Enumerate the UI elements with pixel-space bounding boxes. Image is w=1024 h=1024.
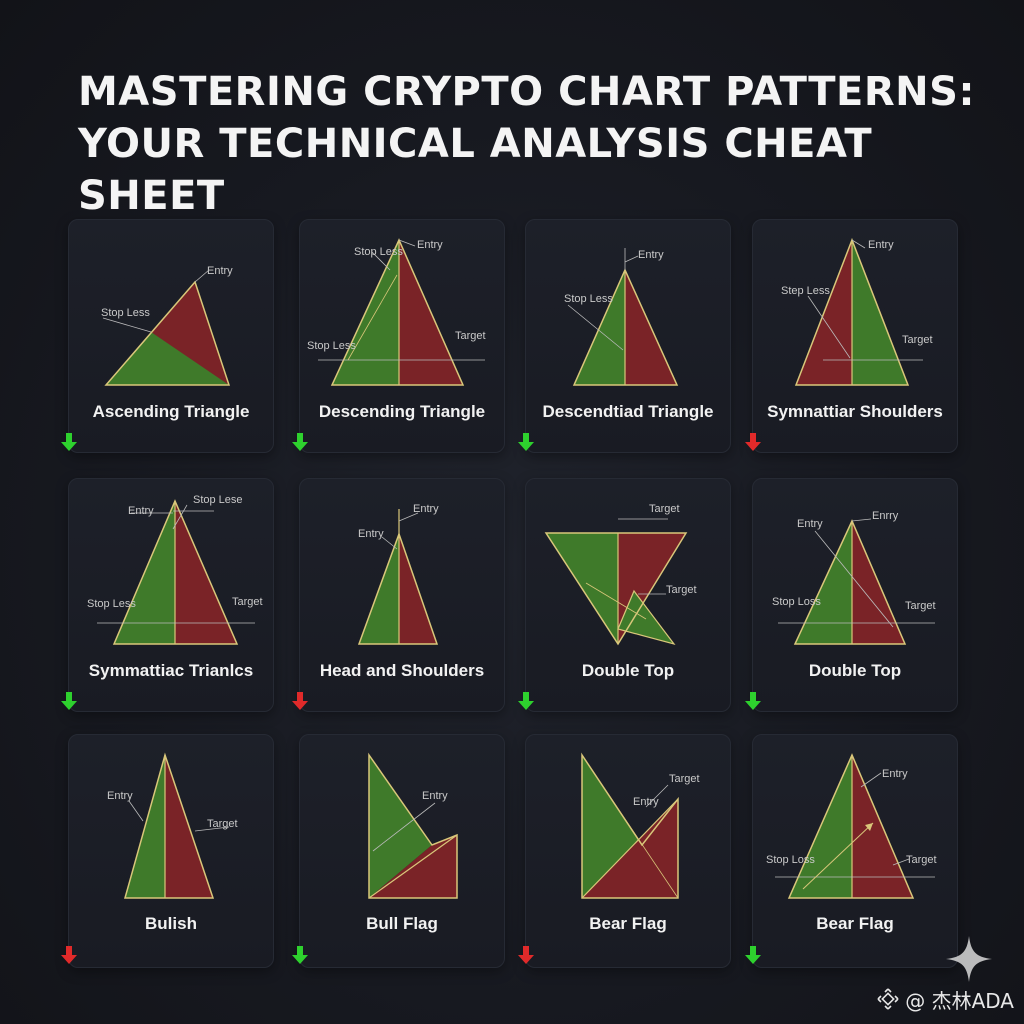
annotation-label: Target: [649, 503, 680, 515]
pattern-label: Bear Flag: [816, 914, 894, 933]
annotation-label: Target: [906, 854, 937, 866]
pattern-label: Bull Flag: [366, 914, 438, 933]
annotation-label: Entry: [107, 790, 133, 802]
pattern-diagram: Entry: [368, 752, 458, 899]
annotation-label: Target: [905, 600, 936, 612]
annotation-label: Entry: [638, 249, 664, 261]
pattern-card-double-top-2[interactable]: Entry Enrry Stop Loss Target Double Top: [745, 478, 958, 712]
annotation-label: Entry: [417, 239, 443, 251]
pattern-card-descending-triangle[interactable]: Stop Less Entry Target Stop Less Descend…: [292, 219, 505, 453]
arrow-down-icon: [61, 433, 77, 451]
arrow-down-icon: [745, 433, 761, 451]
arrow-down-icon: [518, 433, 534, 451]
pattern-card-bull-flag[interactable]: Entry Bull Flag: [292, 734, 505, 968]
annotation-label: Target: [669, 773, 700, 785]
annotation-label: Entry: [422, 790, 448, 802]
annotation-label: Entry: [358, 528, 384, 540]
arrow-down-icon: [61, 946, 77, 964]
pattern-card-symmattiac-trianlcs[interactable]: Stop Lese Entry Stop Less Target Symmatt…: [61, 478, 274, 712]
annotation-label: Stop Less: [87, 598, 136, 610]
annotation-label: Entry: [207, 265, 233, 277]
annotation-label: Target: [666, 584, 697, 596]
arrow-down-icon: [61, 692, 77, 710]
pattern-label: Double Top: [808, 661, 902, 680]
pattern-label: Bulish: [145, 914, 197, 933]
annotation-label: Stop Less: [564, 293, 613, 305]
pattern-diagram: Entry Step Less Target: [781, 237, 933, 386]
pattern-diagram: Stop Less Entry Target Stop Less: [307, 238, 486, 386]
pattern-label: Symmattiac Trianlcs: [88, 661, 254, 680]
arrow-down-icon: [518, 692, 534, 710]
arrow-down-icon: [745, 946, 761, 964]
annotation-label: Stop Loss: [766, 854, 815, 866]
annotation-label: Stop Less: [101, 307, 150, 319]
pattern-diagram: Entry Enrry Stop Loss Target: [772, 510, 936, 645]
pattern-card-bulish[interactable]: Entry Target Bulish: [61, 734, 274, 968]
arrow-down-icon: [518, 946, 534, 964]
annotation-label: Target: [207, 818, 238, 830]
pattern-diagram: Stop Lese Entry Stop Less Target: [87, 494, 263, 645]
annotation-label: Stop Lese: [193, 494, 243, 506]
annotation-label: Step Less: [781, 285, 830, 297]
annotation-label: Stop Loss: [772, 596, 821, 608]
pattern-diagram: Target Target: [544, 503, 697, 646]
annotation-label: Entry: [128, 505, 154, 517]
sparkle-icon: [946, 936, 992, 982]
pattern-card-ascending-triangle[interactable]: Entry Stop Less Ascending Triangle: [61, 219, 274, 453]
pattern-label: Ascending Triangle: [92, 402, 250, 421]
page-title: MASTERING CRYPTO CHART PATTERNS: YOUR TE…: [78, 66, 978, 222]
annotation-label: Stop Less: [354, 246, 403, 258]
annotation-label: Target: [232, 596, 263, 608]
pattern-diagram: Entry Stop Less: [101, 265, 233, 386]
annotation-label: Entry: [868, 239, 894, 251]
annotation-label: Target: [455, 330, 486, 342]
annotation-label: Target: [902, 334, 933, 346]
annotation-label: Entry: [882, 768, 908, 780]
diamond-logo-icon: [877, 988, 899, 1010]
pattern-diagram: Entry Stop Less: [564, 248, 679, 386]
pattern-card-bear-flag-2[interactable]: Entry Stop Loss Target Bear Flag: [745, 734, 958, 968]
pattern-label: Bear Flag: [589, 914, 667, 933]
arrow-down-icon: [292, 433, 308, 451]
pattern-diagram: Entry Entry: [357, 503, 439, 645]
pattern-diagram: Target Entry: [581, 752, 700, 899]
annotation-label: Enrry: [872, 510, 899, 522]
pattern-label: Descending Triangle: [318, 402, 486, 421]
title-line-1: MASTERING CRYPTO CHART PATTERNS:: [78, 69, 975, 115]
annotation-label: Entry: [413, 503, 439, 515]
annotation-label: Entry: [633, 796, 659, 808]
pattern-card-bear-flag-1[interactable]: Target Entry Bear Flag: [518, 734, 731, 968]
watermark: @ 杰林ADA: [877, 984, 1014, 1014]
pattern-diagram: Entry Stop Loss Target: [766, 753, 937, 899]
arrow-down-icon: [292, 692, 308, 710]
watermark-text: @ 杰林ADA: [905, 988, 1014, 1013]
arrow-down-icon: [745, 692, 761, 710]
arrow-down-icon: [292, 946, 308, 964]
pattern-label: Head and Shoulders: [319, 661, 485, 680]
title-line-2: YOUR TECHNICAL ANALYSIS CHEAT SHEET: [78, 121, 873, 219]
pattern-card-symnattiar-shoulders[interactable]: Entry Step Less Target Symnattiar Should…: [745, 219, 958, 453]
annotation-label: Entry: [797, 518, 823, 530]
pattern-card-descendtiad-triangle[interactable]: Entry Stop Less Descendtiad Triangle: [518, 219, 731, 453]
pattern-label: Double Top: [581, 661, 675, 680]
pattern-card-double-top-1[interactable]: Target Target Double Top: [518, 478, 731, 712]
pattern-label: Descendtiad Triangle: [542, 402, 714, 421]
pattern-label: Symnattiar Shoulders: [767, 402, 943, 421]
pattern-card-head-and-shoulders[interactable]: Entry Entry Head and Shoulders: [292, 478, 505, 712]
annotation-label: Stop Less: [307, 340, 356, 352]
pattern-diagram: Entry Target: [107, 752, 238, 899]
